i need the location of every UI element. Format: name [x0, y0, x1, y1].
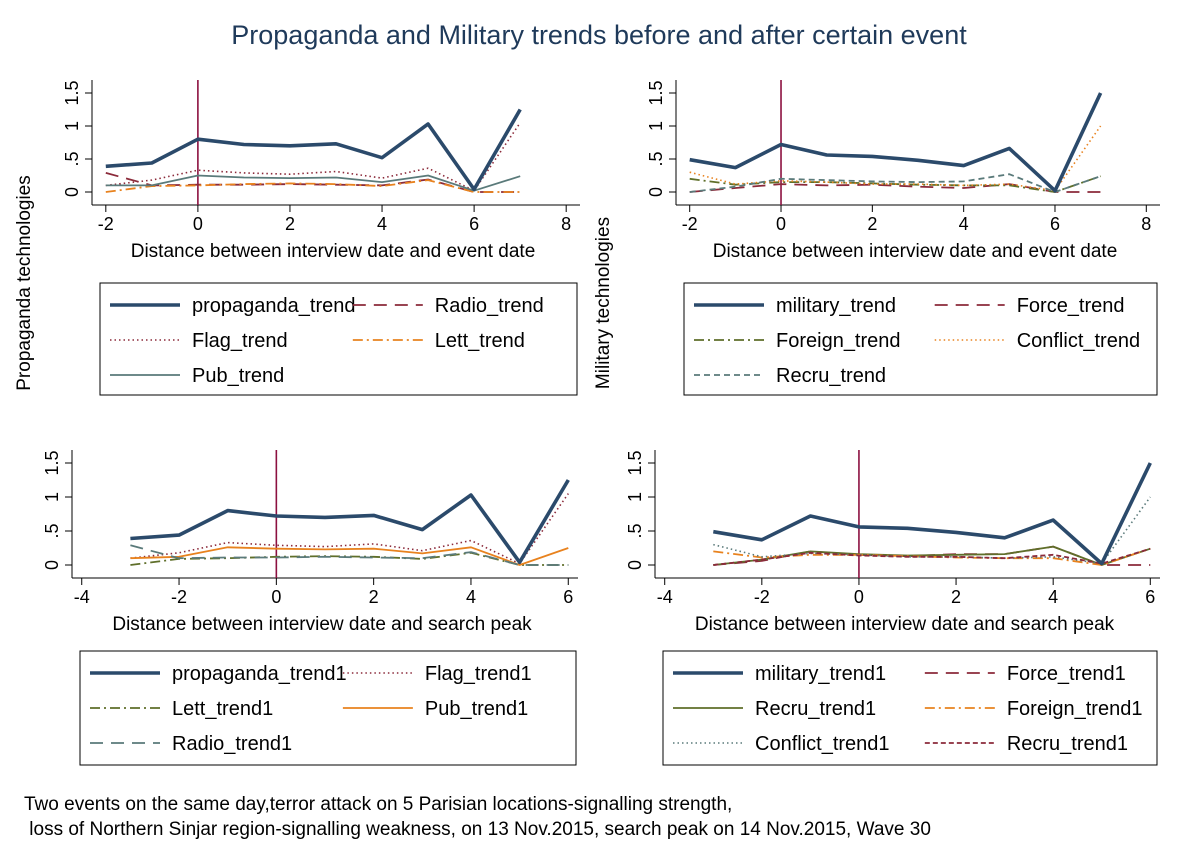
- legend-label: Conflict_trend1: [755, 733, 890, 755]
- x-tick-label: 6: [1145, 587, 1155, 607]
- x-tick-label: 2: [867, 214, 877, 234]
- y-axis-title-right: Military technologies: [593, 217, 614, 389]
- legend-box: [79, 650, 577, 766]
- legend-box: [99, 282, 578, 396]
- x-tick-label: -2: [171, 587, 187, 607]
- series-line-radio-trend1: [130, 544, 569, 566]
- x-tick-label: 4: [1048, 587, 1058, 607]
- x-tick-label: 2: [951, 587, 961, 607]
- legend-label: Flag_trend: [192, 330, 288, 352]
- legend-label: Pub_trend: [192, 365, 284, 387]
- x-tick-label: -2: [754, 587, 770, 607]
- series-line-military-trend: [689, 92, 1103, 193]
- legend-label: Force_trend: [1017, 295, 1125, 317]
- x-axis-label: Distance between interview date and sear…: [112, 614, 532, 635]
- legend-box: [662, 650, 1158, 766]
- legend: propaganda_trend1 Flag_trend1 Lett_trend1 P…: [79, 650, 577, 766]
- y-tick-label: 0: [625, 560, 645, 570]
- legend-label: Force_trend1: [1007, 663, 1126, 685]
- y-tick-label: .5: [625, 523, 645, 538]
- footnote-line-1: Two events on the same day,terror attack…: [24, 794, 733, 815]
- chart-panel-1: -2 0 2 4 6 8 Distance between interview date a…: [62, 80, 580, 396]
- legend-label: propaganda_trend: [192, 295, 355, 317]
- legend-label: Lett_trend: [435, 330, 525, 352]
- x-tick-label: -2: [682, 214, 698, 234]
- legend-label: military_trend1: [755, 663, 886, 685]
- x-tick-label: 0: [193, 214, 203, 234]
- figure-title: Propaganda and Military trends before an…: [231, 20, 967, 50]
- x-tick-label: 4: [377, 214, 387, 234]
- series-line-foreign-trend1: [713, 547, 1151, 566]
- series-line-pub-trend1: [130, 546, 569, 566]
- y-tick-label: 1: [625, 492, 645, 502]
- x-tick-label: 4: [466, 587, 476, 607]
- series-line-propaganda-trend1: [130, 479, 570, 565]
- y-tick-label: 1: [646, 121, 666, 131]
- y-tick-label: 1.5: [62, 80, 82, 105]
- x-tick-label: -4: [657, 587, 673, 607]
- legend: propaganda_trend Radio_trend Flag_trend Let…: [99, 282, 578, 396]
- x-tick-label: -2: [98, 214, 114, 234]
- x-axis-label: Distance between interview date and sear…: [695, 614, 1115, 635]
- y-tick-label: 1: [62, 121, 82, 131]
- legend-label: Recru_trend1: [755, 698, 876, 720]
- x-tick-label: 0: [776, 214, 786, 234]
- chart-panel-2: -2 0 2 4 6 8 Distance between interview date a…: [646, 80, 1160, 396]
- x-tick-label: 8: [1141, 214, 1151, 234]
- series-line-recru-trend: [689, 173, 1101, 193]
- x-tick-label: 2: [369, 587, 379, 607]
- series-line-conflict-trend: [689, 125, 1102, 192]
- y-tick-label: 1: [42, 492, 62, 502]
- y-tick-label: .5: [646, 151, 666, 166]
- legend-box: [683, 282, 1158, 396]
- legend-label: Foreign_trend1: [1007, 698, 1143, 720]
- x-axis-label: Distance between interview date and even…: [131, 241, 536, 262]
- y-axis-title-left: Propaganda technologies: [14, 175, 35, 391]
- legend-label: Conflict_trend: [1017, 330, 1140, 352]
- y-tick-label: .5: [62, 151, 82, 166]
- legend-label: military_trend: [776, 295, 896, 317]
- y-tick-label: 0: [42, 560, 62, 570]
- chart-panel-4: -4 -2 0 2 4 6 Distance between interview date …: [625, 450, 1160, 766]
- legend-label: propaganda_trend1: [172, 663, 347, 685]
- x-tick-label: 6: [1050, 214, 1060, 234]
- legend: military_trend Force_trend Foreign_trend Co…: [683, 282, 1158, 396]
- legend-label: Flag_trend1: [425, 663, 532, 685]
- x-tick-label: 8: [561, 214, 571, 234]
- legend-label: Pub_trend1: [425, 698, 528, 720]
- x-tick-label: 0: [854, 587, 864, 607]
- legend-label: Recru_trend1: [1007, 733, 1128, 755]
- x-axis-label: Distance between interview date and even…: [713, 241, 1118, 262]
- y-tick-label: 1.5: [42, 450, 62, 475]
- x-tick-label: -4: [74, 587, 90, 607]
- legend-label: Radio_trend: [435, 295, 544, 317]
- y-tick-label: 0: [646, 187, 666, 197]
- footnote-line-2: loss of Northern Sinjar region-signallin…: [24, 819, 931, 840]
- series-line-recru-trend1: [713, 547, 1151, 566]
- x-tick-label: 6: [563, 587, 573, 607]
- legend: military_trend1 Force_trend1 Recru_trend1 F…: [662, 650, 1158, 766]
- y-tick-label: 1.5: [646, 80, 666, 105]
- x-tick-label: 4: [959, 214, 969, 234]
- legend-label: Lett_trend1: [172, 698, 273, 720]
- series-line-lett-trend: [105, 179, 521, 193]
- x-tick-label: 2: [285, 214, 295, 234]
- x-tick-label: 6: [469, 214, 479, 234]
- y-tick-label: 1.5: [625, 450, 645, 475]
- series-line-military-trend1: [713, 462, 1152, 566]
- series-line-pub-trend: [105, 174, 521, 192]
- legend-label: Foreign_trend: [776, 330, 901, 352]
- chart-panel-3: -4 -2 0 2 4 6 Distance between interview date …: [42, 450, 578, 766]
- legend-label: Recru_trend: [776, 365, 886, 387]
- legend-label: Radio_trend1: [172, 733, 292, 755]
- x-tick-label: 0: [271, 587, 281, 607]
- y-tick-label: .5: [42, 523, 62, 538]
- series-line-flag-trend: [105, 122, 521, 192]
- series-line-propaganda-trend: [105, 108, 522, 192]
- y-tick-label: 0: [62, 187, 82, 197]
